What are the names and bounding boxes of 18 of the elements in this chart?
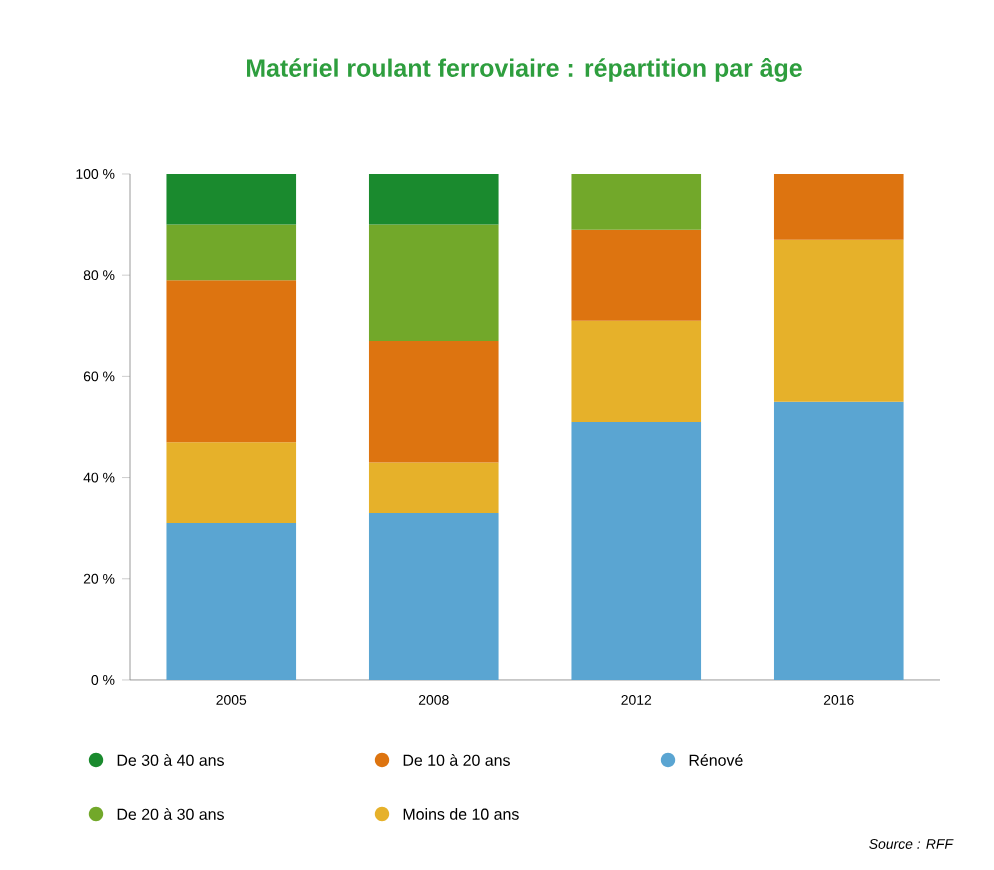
bar (773, 173, 904, 240)
bar (368, 224, 499, 341)
bar (773, 401, 904, 680)
bar (368, 340, 499, 463)
bar (571, 421, 702, 680)
bar (368, 512, 499, 680)
chart-title: Matériel roulant ferroviaire : répartition par âge (247, 58, 802, 82)
bar (166, 523, 297, 680)
bar (368, 173, 499, 225)
bar (166, 173, 297, 225)
bar (571, 229, 702, 321)
bar (166, 280, 297, 443)
bar (571, 173, 702, 230)
bar (773, 239, 904, 402)
bar (368, 462, 499, 513)
bar (571, 320, 702, 422)
bar (166, 442, 297, 524)
bar (166, 224, 297, 281)
